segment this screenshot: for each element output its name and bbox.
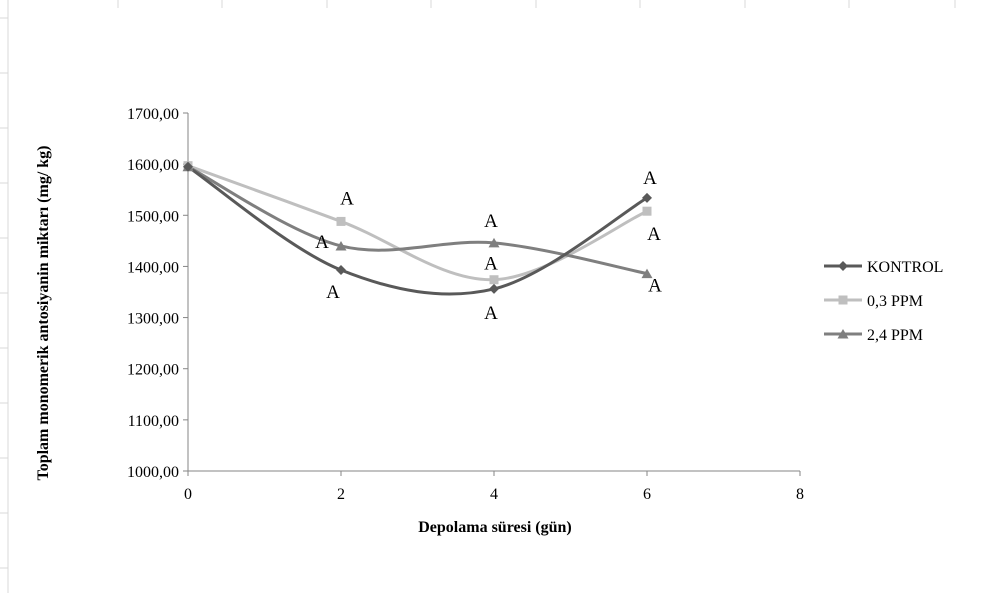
sheet-gridlines (0, 0, 956, 593)
legend-marker (837, 329, 849, 339)
data-label: A (484, 254, 498, 275)
series-line-0 (186, 165, 649, 296)
x-tick-label: 8 (796, 486, 804, 503)
data-label: A (315, 232, 329, 253)
y-tick-label: 1600,00 (127, 157, 179, 174)
data-label: A (648, 276, 662, 297)
data-label: A (326, 282, 340, 303)
series-lines (186, 164, 649, 296)
data-point (336, 216, 346, 226)
legend-label: 2,4 PPM (867, 327, 923, 344)
data-label: A (643, 168, 657, 189)
data-label: A (647, 224, 661, 245)
legend-item-0: KONTROL (824, 259, 943, 276)
data-label: A (340, 188, 354, 209)
x-tick-label: 0 (184, 486, 192, 503)
legend: KONTROL 0,3 PPM 2,4 PPM (824, 259, 943, 344)
x-tick-label: 6 (643, 486, 651, 503)
x-tick-label: 4 (490, 486, 498, 503)
data-point (335, 240, 347, 251)
legend-label: 0,3 PPM (867, 293, 923, 310)
legend-label: KONTROL (867, 259, 943, 276)
data-label: A (484, 303, 498, 324)
series-line-1 (186, 164, 649, 282)
data-point (336, 265, 346, 276)
data-point (489, 283, 499, 294)
y-tick-label: 1400,00 (127, 259, 179, 276)
legend-marker (838, 261, 848, 271)
y-tick-label: 1000,00 (127, 464, 179, 481)
x-tick-labels: 0 2 4 6 8 (184, 486, 804, 503)
legend-item-2: 2,4 PPM (824, 327, 923, 344)
y-tick-label: 1100,00 (128, 413, 179, 430)
data-point (489, 275, 499, 285)
x-tick-label: 2 (337, 486, 345, 503)
y-tick-label: 1200,00 (127, 362, 179, 379)
legend-item-1: 0,3 PPM (824, 293, 923, 310)
data-point (641, 268, 653, 279)
axes (183, 112, 801, 476)
data-label: A (484, 211, 498, 232)
data-point (183, 161, 193, 172)
legend-marker (838, 295, 848, 305)
y-tick-labels: 1000,00 1100,00 1200,00 1300,00 1400,00 1500,… (127, 106, 179, 481)
data-point (642, 192, 652, 203)
series-line-2 (186, 165, 649, 276)
data-point (488, 237, 500, 248)
series-markers (182, 161, 653, 294)
data-labels: A A A A A A A A A (315, 168, 662, 324)
y-tick-label: 1500,00 (127, 208, 179, 225)
y-tick-label: 1700,00 (127, 106, 179, 123)
y-tick-label: 1300,00 (127, 311, 179, 328)
data-point (642, 206, 652, 216)
x-axis-title: Depolama süresi (gün) (418, 519, 572, 536)
y-axis-title: Toplam monomerik antosiyanin miktarı (mg… (35, 146, 52, 481)
